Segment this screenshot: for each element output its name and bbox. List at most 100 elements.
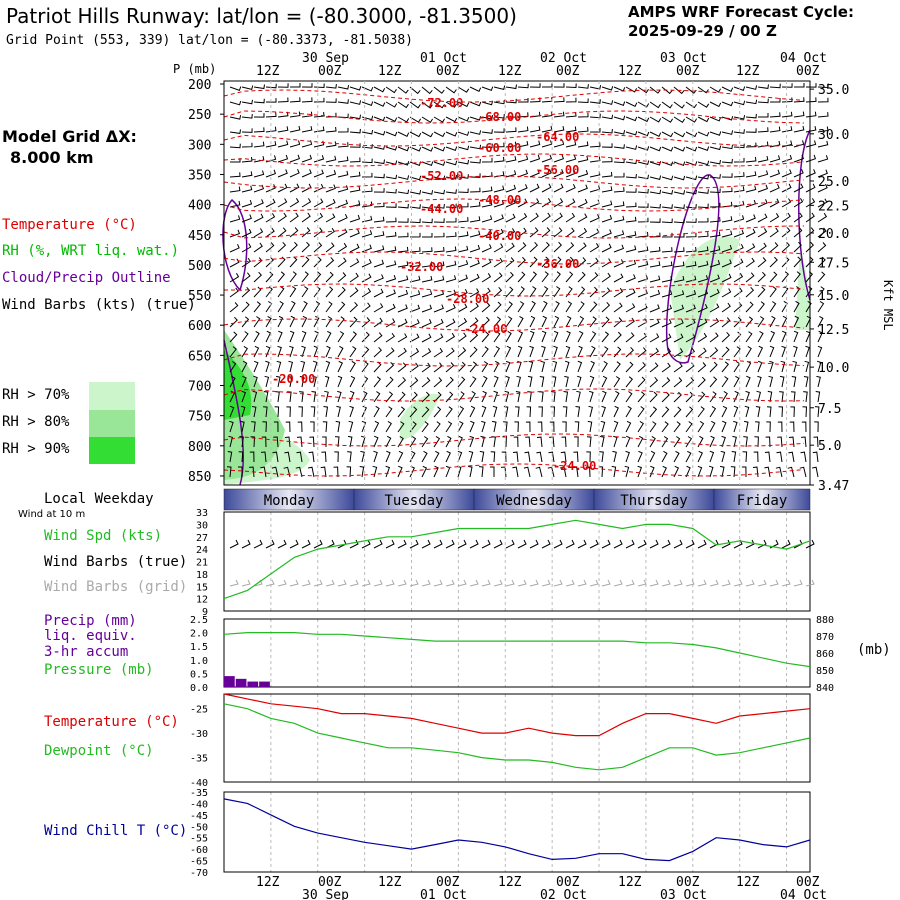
grid-wind-barb — [733, 579, 743, 587]
wind-barb — [756, 390, 762, 403]
wind-barb — [491, 420, 497, 433]
wind-barb — [253, 345, 260, 358]
wind-barb — [385, 260, 397, 268]
wind-barb — [262, 421, 267, 433]
wind-barb — [301, 300, 308, 313]
wind-barb — [253, 242, 263, 253]
wind-barb — [397, 161, 410, 166]
wind-barb — [229, 375, 236, 388]
wind-barb — [777, 436, 783, 448]
top-date-label: 02 Oct — [540, 51, 587, 66]
wind-barb — [397, 450, 404, 463]
wind-barb — [673, 465, 680, 478]
wind-barb — [673, 362, 683, 373]
wind-barb — [601, 229, 612, 238]
wind-barb — [577, 271, 586, 283]
surface-wind-barb — [289, 539, 299, 549]
wind-barb — [745, 185, 757, 193]
wind-barb — [661, 347, 672, 358]
wind-barb — [469, 173, 481, 178]
wind-barb — [709, 145, 722, 151]
wind-barb — [421, 218, 433, 224]
grid-wind-barb — [337, 579, 347, 587]
wind-barb — [505, 228, 516, 238]
wind-barb — [553, 198, 564, 208]
wind-barb — [801, 436, 807, 448]
wind-barb — [637, 406, 645, 418]
wind-barb — [263, 391, 269, 403]
wind-barb — [637, 332, 647, 343]
wind-barb — [589, 375, 595, 388]
wind-barb — [757, 345, 764, 358]
wind-barb — [241, 301, 250, 313]
wind-barb — [337, 213, 348, 223]
wind-barb — [457, 420, 464, 433]
wind-barb — [697, 146, 710, 151]
wind-barb — [385, 174, 398, 180]
wind-barb — [745, 301, 754, 313]
wind-barb — [397, 246, 409, 253]
wind-barb — [301, 256, 310, 268]
wind-barb — [505, 155, 517, 163]
wind-barb — [709, 101, 722, 108]
wind-barb — [781, 97, 793, 103]
wind-barb — [493, 214, 504, 223]
wind-barb — [324, 375, 330, 388]
wind-barb — [709, 332, 719, 343]
wind-barb — [445, 260, 457, 268]
bottom-date-label: 04 Oct — [780, 888, 827, 900]
wind-barb — [793, 212, 803, 223]
wind-barb — [409, 218, 421, 224]
wind-barb — [409, 391, 418, 403]
wind-barb — [361, 317, 371, 328]
wind-barb — [565, 112, 577, 118]
wind-barb — [289, 300, 296, 313]
wind-barb — [721, 158, 733, 164]
wind-barb — [649, 86, 661, 94]
pressure-tick-label: 860 — [816, 649, 834, 660]
wind-barb — [601, 258, 612, 268]
wind-barb — [599, 435, 605, 448]
wind-barb — [241, 199, 253, 208]
wind-barb — [541, 315, 548, 328]
wind-barb — [397, 131, 410, 137]
pressure-tick-label: 400 — [188, 199, 211, 214]
wind-barb — [673, 450, 680, 463]
wind-barb — [781, 169, 792, 178]
wind-barb — [320, 466, 327, 478]
wind-barb — [457, 260, 469, 268]
wind-barb — [433, 435, 441, 448]
wind-barb — [625, 420, 632, 433]
wind-barb — [397, 289, 409, 298]
wind-barb — [349, 258, 360, 268]
wind-barb — [457, 145, 470, 151]
wind-barb — [349, 316, 358, 328]
wind-barb — [504, 390, 510, 403]
temperature-contour — [223, 89, 805, 103]
wind-barb — [721, 244, 733, 253]
wind-barb — [793, 97, 805, 103]
wind-barb — [325, 227, 335, 238]
wind-barb — [745, 390, 750, 403]
wind-barb — [265, 315, 272, 328]
pressure-tick-label: 250 — [188, 108, 211, 123]
precip-bar — [224, 676, 235, 687]
wind-barb — [781, 154, 793, 163]
temperature-legend: Temperature (°C) — [44, 714, 179, 730]
wind-barb — [721, 361, 730, 373]
wind-barb — [801, 421, 807, 433]
wind-barb — [469, 302, 479, 313]
grid-wind-barb — [697, 579, 707, 587]
precip-bar — [235, 678, 247, 687]
pressure-tick-label: 450 — [188, 229, 211, 244]
wind-barb — [817, 300, 825, 313]
wind-barb — [733, 316, 742, 328]
wind-barb — [373, 332, 383, 343]
wind-barb — [613, 361, 621, 373]
wind-barb — [673, 190, 686, 195]
wind-barb — [769, 227, 779, 238]
grid-wind-barb — [325, 579, 335, 587]
wind-barb — [337, 185, 349, 193]
wind-barb — [469, 346, 478, 358]
top-date-label: 03 Oct — [660, 51, 707, 66]
